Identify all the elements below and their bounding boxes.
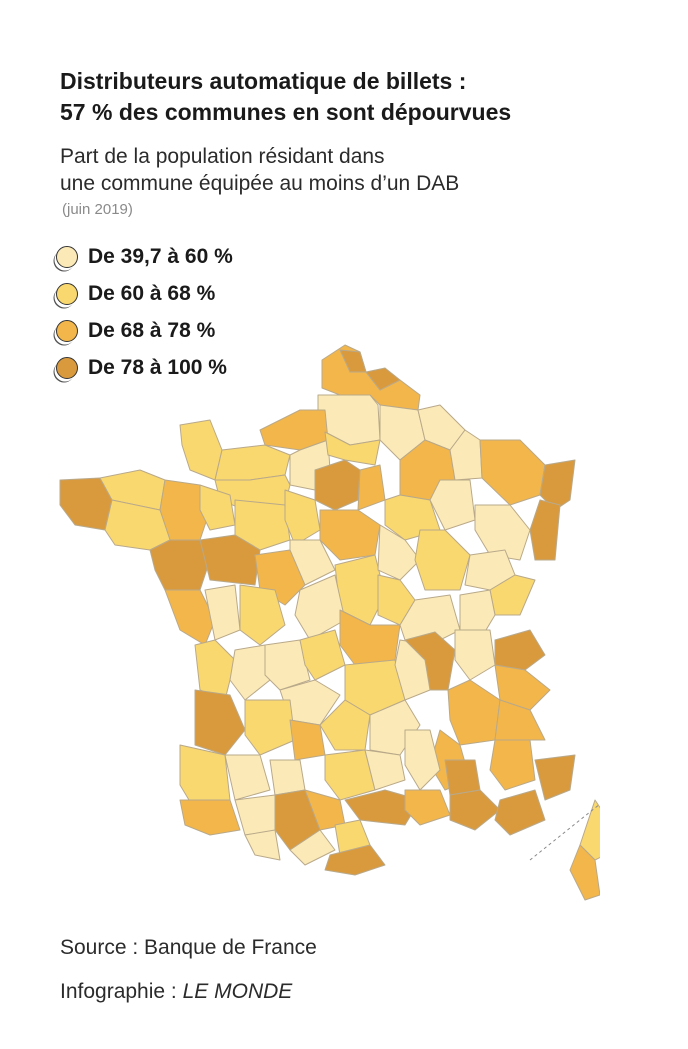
region-haute-marne [429,479,476,531]
date-note: (juin 2019) [62,201,133,218]
legend-item: De 39,7 à 60 % [56,238,456,275]
region-alpes-maritimes [534,754,576,801]
credit-publisher: LE MONDE [182,980,293,1003]
legend-label: De 39,7 à 60 % [88,244,233,268]
region-creuse [299,629,346,681]
france-map [59,344,600,901]
region-vienne [239,584,286,646]
region-savoie [494,664,551,711]
region-ardeche [404,729,441,791]
title-line-2: 57 % des communes en sont dépourvues [60,99,512,125]
region-hautes-alpes [494,699,546,741]
region-yonne [377,524,421,581]
region-haute-corse [579,799,600,861]
region-vaucluse [444,759,481,796]
region-manche [179,419,223,481]
region-ain [454,629,496,681]
chart-subtitle: Part de la population résidant dans une … [60,143,660,197]
region-indre [294,574,346,641]
legend-item: De 60 à 68 % [56,275,456,312]
legend-label: De 60 à 68 % [88,281,216,305]
region-moselle [479,439,546,506]
region-ile-de-france [314,459,361,511]
credit-prefix: Infographie : [60,980,183,1003]
region-cote-dor [414,529,471,591]
legend-item: De 78 à 100 % [56,349,456,386]
region-pas-de-calais [339,349,367,373]
region-oise [324,431,381,466]
region-haut-rhin [529,499,561,561]
region-pyrenees-orientales [324,844,386,876]
region-calvados [214,444,291,481]
subtitle-line-2: une commune équipée au moins d’un DAB [60,172,460,195]
legend-swatch-class4 [56,356,78,379]
legend-label: De 78 à 100 % [88,355,227,379]
credit-note: Infographie : LE MONDE [60,980,292,1004]
legend-swatch-class1 [56,245,78,268]
region-vosges [474,504,531,561]
region-ariege [289,829,336,866]
region-loiret [319,509,381,561]
region-vendee [164,589,216,646]
chart-title: Distributeurs automatique de billets : 5… [60,66,660,128]
region-gers [234,794,281,836]
region-bouches-du-rhone [449,789,501,831]
region-hautes-pyrenees [244,829,281,861]
region-lot [289,719,326,761]
corsica-inset-line [529,803,600,861]
region-sarthe [234,499,291,551]
region-jura [459,589,496,641]
region-nord-east [365,367,401,391]
legend-label: De 68 à 78 % [88,318,216,342]
region-gard [404,789,451,826]
region-deux-sevres [204,584,241,641]
region-corse-du-sud [569,844,600,901]
region-loire-atlantique [149,539,211,591]
region-var [494,789,546,836]
legend-swatch-class3 [56,319,78,342]
region-cantal [319,699,371,751]
region-isere [447,679,501,746]
region-haute-savoie [494,629,546,671]
legend-swatch-class2 [56,282,78,305]
legend: De 39,7 à 60 % De 60 à 68 % De 68 à 78 %… [56,238,456,386]
legend-item: De 68 à 78 % [56,312,456,349]
region-dordogne [244,699,296,756]
region-val-de-marne [357,464,386,511]
region-eure-et-loir [284,489,321,546]
title-line-1: Distributeurs automatique de billets : [60,68,467,94]
subtitle-line-1: Part de la population résidant dans [60,145,385,168]
region-alpes-de-haute-provence [489,739,536,791]
source-note: Source : Banque de France [60,936,317,959]
region-mayenne [199,484,236,531]
region-pyrenees-atlantiques [179,799,241,836]
region-aveyron [324,749,376,801]
region-maine-et-loire [199,534,261,586]
region-haute-vienne [264,639,311,691]
region-gironde [194,689,246,756]
region-charente [229,644,271,701]
region-bas-rhin [539,459,576,511]
region-tarn-et-garonne [269,759,306,796]
region-lozere [364,749,406,791]
region-lot-et-garonne [224,754,271,801]
